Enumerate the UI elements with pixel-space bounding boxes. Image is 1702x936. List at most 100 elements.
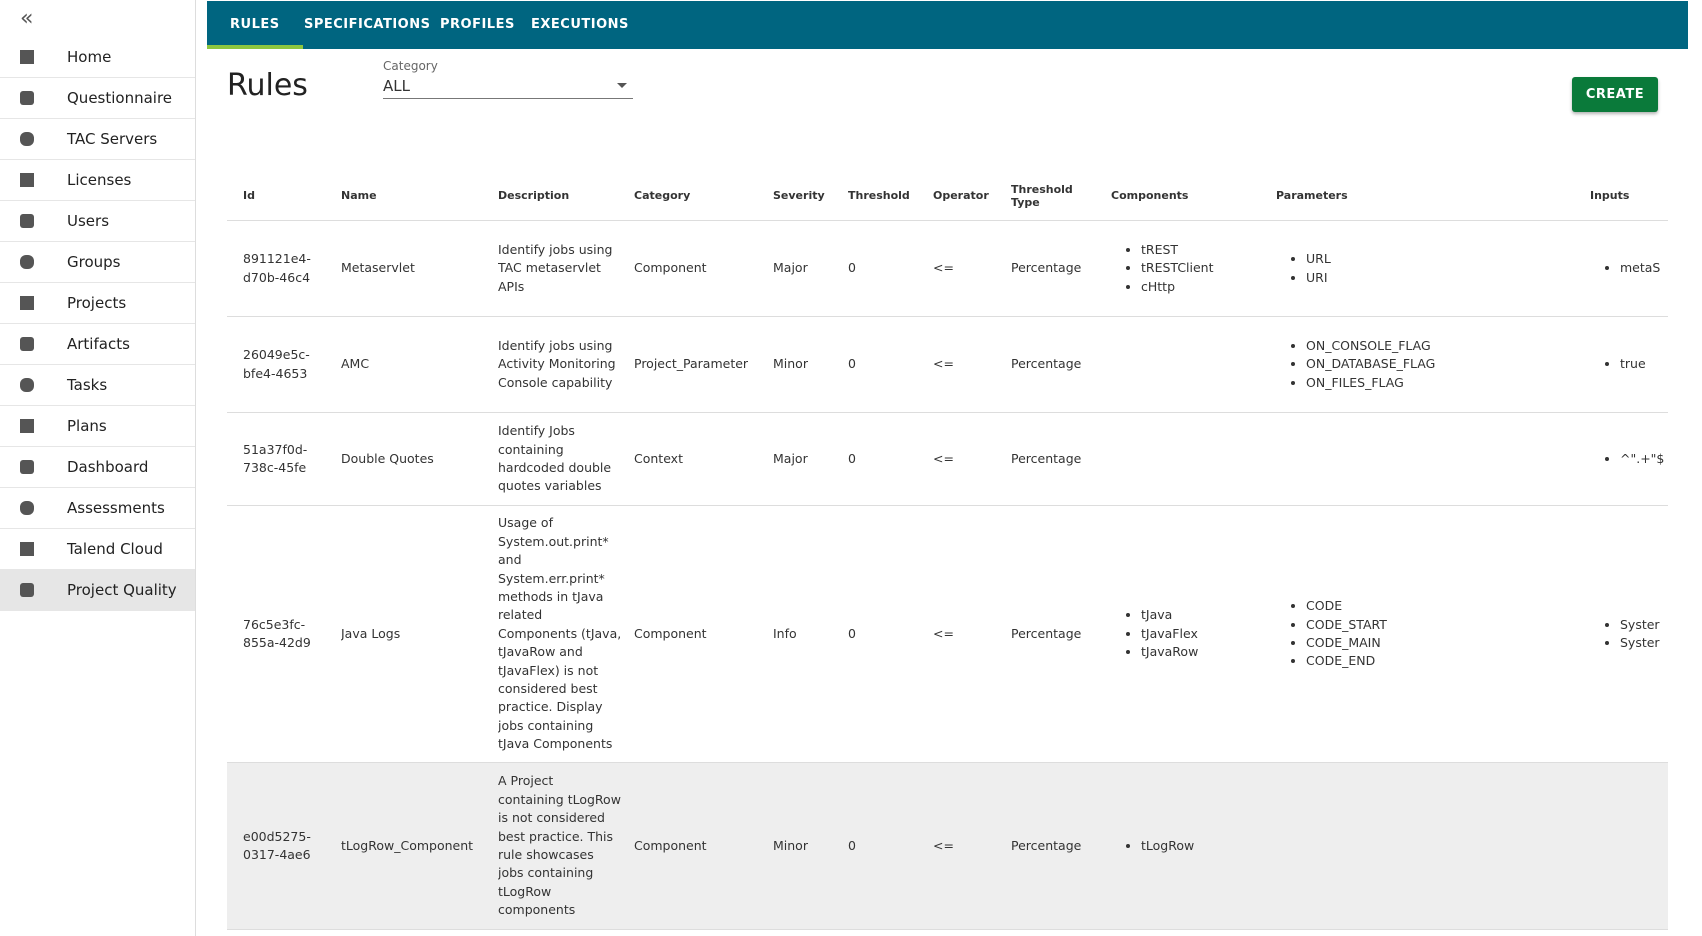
parameters-list: CODECODE_STARTCODE_MAINCODE_END	[1276, 597, 1578, 671]
parameters-item: CODE_START	[1306, 616, 1578, 634]
components-item: tLogRow	[1141, 837, 1264, 855]
parameters-item: CODE_MAIN	[1306, 634, 1578, 652]
threshold-type-cell: Percentage	[1011, 762, 1111, 930]
components-cell	[1111, 412, 1276, 506]
parameters-item: URI	[1306, 269, 1578, 287]
operator-cell: <=	[933, 505, 1011, 763]
nav-item[interactable]: Artifacts	[0, 324, 195, 365]
nav-item[interactable]: Questionnaire	[0, 78, 195, 119]
components-item: tJavaFlex	[1141, 625, 1264, 643]
components-cell	[1111, 316, 1276, 413]
column-header: Components	[1111, 171, 1276, 221]
table-row[interactable]: e00d5275-0317-4ae6 tLogRow_Component A Pro…	[227, 762, 1668, 930]
inputs-list: metaS	[1590, 259, 1668, 277]
nav-icon	[20, 91, 34, 105]
threshold-type-cell: Percentage	[1011, 505, 1111, 763]
tab[interactable]: SPECIFICATIONS	[304, 17, 431, 32]
nav-item[interactable]: Licenses	[0, 160, 195, 201]
nav-item[interactable]: Users	[0, 201, 195, 242]
category-cell: Component	[634, 505, 773, 763]
components-list: tRESTtRESTClientcHttp	[1111, 241, 1264, 296]
inputs-list: true	[1590, 355, 1668, 373]
inputs-item: metaS	[1620, 259, 1668, 277]
tab[interactable]: PROFILES	[440, 17, 515, 32]
nav-label: Assessments	[67, 499, 165, 517]
table-row[interactable]: 26049e5c-bfe4-4653 AMC Identify jobs using…	[227, 316, 1668, 413]
nav-label: Questionnaire	[67, 89, 173, 107]
operator-cell: <=	[933, 762, 1011, 930]
threshold-cell: 0	[848, 505, 933, 763]
table-wrap: Id Name Description Category Severity Thresho…	[227, 171, 1668, 930]
parameters-cell	[1276, 762, 1590, 930]
threshold-cell: 0	[848, 316, 933, 413]
table-row[interactable]: 76c5e3fc-855a-42d9 Java Logs Usage of Syst…	[227, 505, 1668, 763]
nav-icon	[20, 255, 34, 269]
threshold-cell: 0	[848, 220, 933, 317]
id-cell: 51a37f0d-738c-45fe	[227, 412, 341, 506]
tab[interactable]: EXECUTIONS	[531, 17, 629, 32]
nav-item[interactable]: Tasks	[0, 365, 195, 406]
inputs-item: Syster	[1620, 616, 1668, 634]
threshold-cell: 0	[848, 762, 933, 930]
tab[interactable]: RULES	[207, 1, 303, 49]
nav-icon	[20, 542, 34, 556]
create-button[interactable]: CREATE	[1572, 77, 1658, 112]
column-header: Operator	[933, 171, 1011, 221]
description-cell: Usage of System.out.print* and System.er…	[498, 505, 634, 763]
id-cell: e00d5275-0317-4ae6	[227, 762, 341, 930]
nav-item[interactable]: Dashboard	[0, 447, 195, 488]
id-cell: 76c5e3fc-855a-42d9	[227, 505, 341, 763]
inputs-cell: SysterSyster	[1590, 505, 1668, 763]
threshold-cell: 0	[848, 412, 933, 506]
nav-item[interactable]: Talend Cloud	[0, 529, 195, 570]
threshold-type-cell: Percentage	[1011, 220, 1111, 317]
nav-item[interactable]: Groups	[0, 242, 195, 283]
column-header: Threshold Type	[1011, 171, 1111, 221]
parameters-list: ON_CONSOLE_FLAGON_DATABASE_FLAGON_FILES_…	[1276, 337, 1578, 392]
nav-item[interactable]: Home	[0, 37, 195, 78]
table-row[interactable]: 891121e4-d70b-46c4 Metaservlet Identify jo…	[227, 220, 1668, 317]
collapse-button[interactable]: «	[20, 6, 34, 31]
name-cell: Double Quotes	[341, 412, 498, 506]
threshold-type-cell: Percentage	[1011, 316, 1111, 413]
column-header: Threshold	[848, 171, 933, 221]
inputs-item: ^".+"$	[1620, 450, 1668, 468]
inputs-cell: metaS	[1590, 220, 1668, 317]
nav-item[interactable]: Project Quality	[0, 570, 195, 611]
nav-item[interactable]: Assessments	[0, 488, 195, 529]
nav-label: Dashboard	[67, 458, 149, 476]
parameters-cell	[1276, 412, 1590, 506]
nav-item[interactable]: TAC Servers	[0, 119, 195, 160]
components-item: tREST	[1141, 241, 1264, 259]
parameters-item: ON_DATABASE_FLAG	[1306, 355, 1578, 373]
description-cell: Identify jobs using Activity Monitoring …	[498, 316, 634, 413]
category-select[interactable]: ALL	[383, 77, 633, 99]
column-header: Description	[498, 171, 634, 221]
sidebar: « Home Questionnaire TAC Servers Licenses Us…	[0, 0, 196, 936]
parameters-list: URLURI	[1276, 250, 1578, 287]
page-title: Rules	[227, 68, 308, 103]
severity-cell: Minor	[773, 762, 848, 930]
name-cell: Java Logs	[341, 505, 498, 763]
nav-label: Plans	[67, 417, 107, 435]
category-cell: Context	[634, 412, 773, 506]
nav-item[interactable]: Projects	[0, 283, 195, 324]
threshold-type-cell: Percentage	[1011, 412, 1111, 506]
nav-icon	[20, 50, 34, 64]
nav-item[interactable]: Plans	[0, 406, 195, 447]
category-cell: Component	[634, 762, 773, 930]
parameters-item: CODE	[1306, 597, 1578, 615]
inputs-list: ^".+"$	[1590, 450, 1668, 468]
inputs-cell	[1590, 762, 1668, 930]
operator-cell: <=	[933, 220, 1011, 317]
parameters-cell: URLURI	[1276, 220, 1590, 317]
nav-icon	[20, 132, 34, 146]
nav-label: Groups	[67, 253, 121, 271]
nav-label: Artifacts	[67, 335, 130, 353]
nav-label: Licenses	[67, 171, 132, 189]
table-row[interactable]: 51a37f0d-738c-45fe Double Quotes Identify …	[227, 412, 1668, 506]
nav-label: Home	[67, 48, 112, 66]
inputs-list: SysterSyster	[1590, 616, 1668, 653]
nav-label: Projects	[67, 294, 127, 312]
